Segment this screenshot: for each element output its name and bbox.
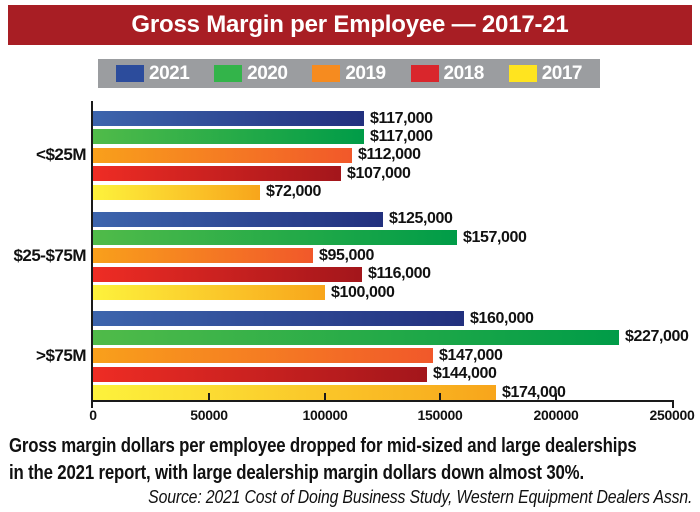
category-label: >$75M bbox=[36, 345, 86, 365]
bar-value-label: $112,000 bbox=[358, 146, 421, 164]
category-label: $25-$75M bbox=[13, 245, 86, 265]
bar-2017-group3 bbox=[93, 385, 496, 400]
bar-2021-group2 bbox=[93, 211, 383, 227]
legend-swatch-2017 bbox=[508, 65, 537, 82]
legend-item-label: 2017 bbox=[541, 63, 583, 84]
x-axis-tick bbox=[208, 393, 210, 400]
bar-value-label: $144,000 bbox=[433, 365, 497, 383]
x-axis-tick bbox=[439, 393, 441, 400]
x-axis-tick bbox=[555, 393, 557, 400]
bar-value-label: $227,000 bbox=[625, 328, 689, 346]
bar-value-label: $72,000 bbox=[266, 183, 322, 201]
legend-item-label: 2021 bbox=[149, 63, 190, 84]
bar-value-label: $117,000 bbox=[370, 127, 433, 145]
bar-2020-group3 bbox=[93, 329, 619, 345]
bar-2017-group1 bbox=[93, 184, 260, 200]
legend-item-2018: 2018 bbox=[410, 63, 485, 84]
bar-value-label: $147,000 bbox=[439, 346, 503, 364]
legend: 2021 2020 2019 2018 2017 bbox=[98, 59, 600, 88]
bar-2019-group3 bbox=[93, 348, 433, 364]
caption-line-1: Gross margin dollars per employee droppe… bbox=[9, 435, 637, 457]
x-axis-tick-label: 0 bbox=[89, 407, 97, 423]
x-axis-tick-label: 200000 bbox=[533, 407, 579, 423]
source-credit: Source: 2021 Cost of Doing Business Stud… bbox=[147, 487, 692, 507]
bar-2020-group2 bbox=[93, 230, 457, 245]
bar-value-label: $100,000 bbox=[331, 283, 395, 301]
bar-2021-group3 bbox=[93, 311, 464, 327]
legend-swatch-2018 bbox=[410, 65, 439, 82]
bar-2018-group2 bbox=[93, 266, 362, 282]
legend-swatch-2019 bbox=[312, 65, 341, 82]
x-axis-tick-label: 50000 bbox=[190, 407, 228, 423]
legend-swatch-2021 bbox=[116, 65, 144, 82]
page-title: Gross Margin per Employee — 2017-21 bbox=[131, 11, 569, 38]
legend-item-2020: 2020 bbox=[214, 63, 288, 84]
caption-line-2: in the 2021 report, with large dealershi… bbox=[9, 462, 584, 484]
legend-item-label: 2019 bbox=[345, 63, 386, 84]
legend-item-label: 2018 bbox=[443, 63, 485, 84]
x-axis-end-tick bbox=[91, 402, 93, 408]
bar-2019-group2 bbox=[93, 248, 313, 264]
bar-value-label: $107,000 bbox=[347, 164, 411, 182]
bar-value-label: $160,000 bbox=[470, 309, 534, 327]
x-axis bbox=[91, 400, 674, 402]
caption: Gross margin dollars per employee droppe… bbox=[9, 433, 637, 487]
legend-item-2017: 2017 bbox=[508, 63, 583, 84]
bar-2019-group1 bbox=[93, 147, 352, 163]
bar-value-label: $116,000 bbox=[368, 265, 431, 283]
legend-item-2021: 2021 bbox=[116, 63, 190, 84]
bar-value-label: $117,000 bbox=[370, 109, 433, 127]
bar-value-label: $125,000 bbox=[389, 210, 453, 228]
bar-value-label: $95,000 bbox=[319, 246, 375, 264]
title-bar: Gross Margin per Employee — 2017-21 bbox=[8, 5, 692, 45]
bar-2021-group1 bbox=[93, 111, 364, 126]
bar-2020-group1 bbox=[93, 129, 364, 145]
bar-2018-group3 bbox=[93, 366, 427, 382]
legend-swatch-2020 bbox=[214, 65, 243, 82]
bar-2017-group2 bbox=[93, 285, 325, 301]
legend-item-2019: 2019 bbox=[312, 63, 386, 84]
bar-2018-group1 bbox=[93, 166, 341, 182]
x-axis-end-tick bbox=[672, 402, 674, 408]
bar-value-label: $174,000 bbox=[502, 383, 566, 401]
x-axis-tick-label: 250000 bbox=[649, 407, 695, 423]
x-axis-tick-label: 150000 bbox=[417, 407, 463, 423]
legend-item-label: 2020 bbox=[247, 63, 288, 84]
x-axis-tick bbox=[324, 393, 326, 400]
bar-value-label: $157,000 bbox=[463, 228, 527, 246]
category-label: <$25M bbox=[36, 145, 86, 165]
x-axis-tick-label: 100000 bbox=[302, 407, 348, 423]
y-axis bbox=[91, 101, 93, 402]
